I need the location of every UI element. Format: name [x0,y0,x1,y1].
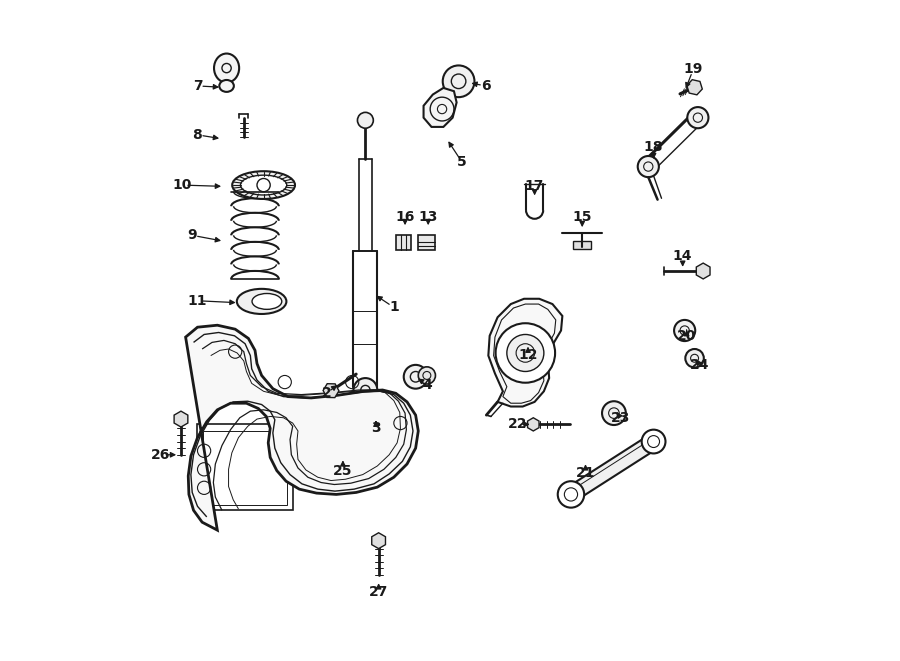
Text: 10: 10 [173,178,192,192]
Text: 20: 20 [677,329,697,343]
Text: 8: 8 [193,128,202,142]
Circle shape [371,402,384,415]
Bar [197,424,293,510]
Wedge shape [235,294,249,309]
Circle shape [685,349,704,368]
Text: 3: 3 [371,421,381,436]
Circle shape [674,320,695,341]
Bar [573,241,591,249]
Ellipse shape [240,175,287,195]
Text: 9: 9 [187,228,197,243]
Text: 1: 1 [389,300,399,315]
Text: 11: 11 [188,293,207,308]
Text: 26: 26 [151,447,170,462]
Bar [397,235,411,250]
Circle shape [354,378,377,402]
Circle shape [368,408,386,427]
Ellipse shape [237,289,286,314]
Text: 13: 13 [418,210,438,224]
Text: 18: 18 [644,139,663,154]
Text: 27: 27 [369,584,388,599]
Text: 16: 16 [395,210,415,224]
Text: 25: 25 [333,463,353,478]
Bar [418,235,435,250]
Circle shape [404,365,428,389]
Text: 6: 6 [481,79,491,93]
Text: 4: 4 [422,377,432,392]
Bar [202,431,287,505]
Text: 23: 23 [611,410,630,425]
Ellipse shape [232,171,295,199]
Polygon shape [567,435,658,501]
Polygon shape [424,88,456,127]
Text: 24: 24 [690,358,709,372]
Text: 19: 19 [684,62,703,77]
Circle shape [507,334,544,371]
Circle shape [642,430,665,453]
Circle shape [443,65,474,97]
Ellipse shape [214,54,239,83]
Circle shape [496,323,555,383]
Ellipse shape [220,80,234,92]
Polygon shape [489,299,562,407]
Text: 12: 12 [518,348,537,362]
Circle shape [602,401,626,425]
Text: 17: 17 [525,179,544,194]
Polygon shape [185,325,418,530]
Text: 15: 15 [572,210,592,224]
Circle shape [688,107,708,128]
Circle shape [418,367,436,384]
Text: 14: 14 [673,249,692,264]
Text: 7: 7 [193,79,202,93]
Text: 2: 2 [321,386,331,401]
Circle shape [357,112,374,128]
Circle shape [558,481,584,508]
Text: 21: 21 [576,465,595,480]
Ellipse shape [252,293,282,309]
Circle shape [638,156,659,177]
Text: 5: 5 [457,155,467,169]
Text: 22: 22 [508,417,527,432]
